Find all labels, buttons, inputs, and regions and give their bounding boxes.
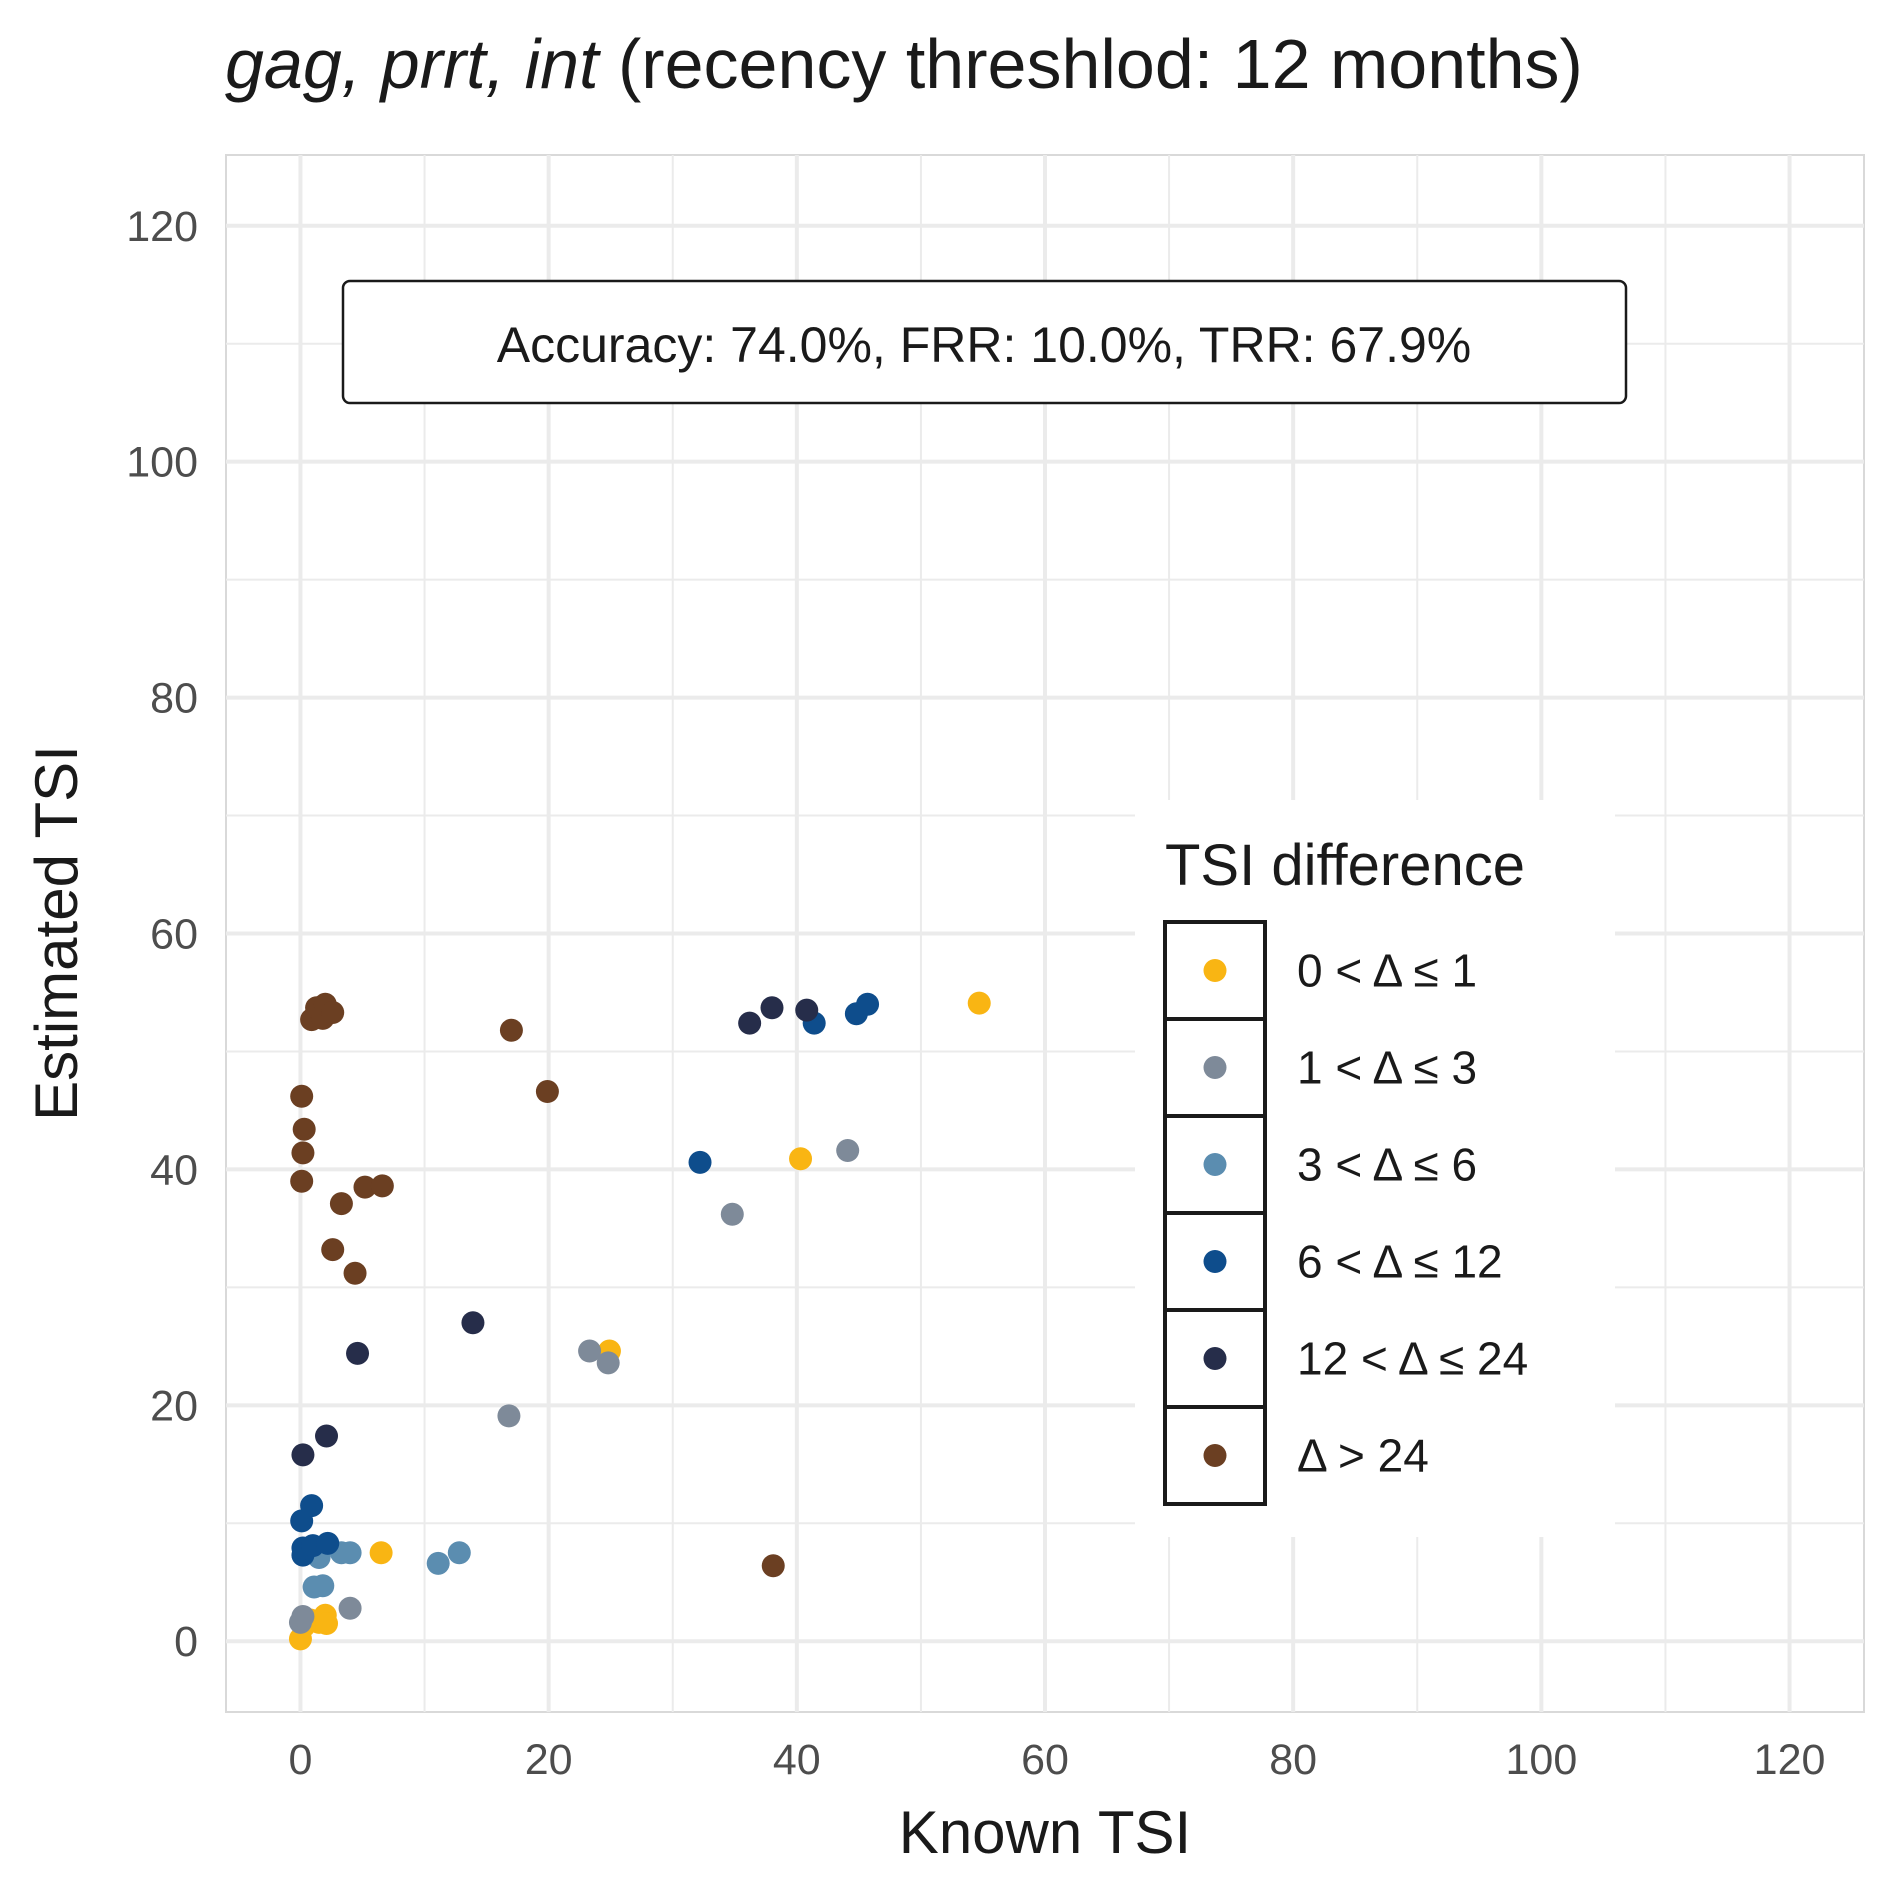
data-point <box>291 1443 315 1467</box>
data-point <box>738 1011 762 1035</box>
x-tick-label: 120 <box>1754 1736 1826 1784</box>
annotation-text: Accuracy: 74.0%, FRR: 10.0%, TRR: 67.9% <box>497 317 1471 373</box>
data-point <box>290 1169 314 1193</box>
legend-label: 3 < Δ ≤ 6 <box>1297 1139 1477 1191</box>
legend: TSI difference 0 < Δ ≤ 1 1 < Δ ≤ 3 3 < Δ ≤… <box>1135 800 1615 1537</box>
data-point <box>315 1612 339 1636</box>
data-point <box>856 992 880 1016</box>
legend-label: 1 < Δ ≤ 3 <box>1297 1042 1477 1094</box>
y-tick-label: 120 <box>126 203 198 251</box>
legend-label: 0 < Δ ≤ 1 <box>1297 945 1477 997</box>
data-point <box>447 1541 471 1565</box>
data-point <box>596 1351 620 1375</box>
data-point <box>967 991 991 1015</box>
metrics-annotation: Accuracy: 74.0%, FRR: 10.0%, TRR: 67.9% <box>341 279 1628 405</box>
data-points <box>288 991 991 1651</box>
y-tick-label: 0 <box>174 1618 198 1666</box>
data-point <box>836 1139 860 1163</box>
data-point <box>321 1001 345 1025</box>
data-point <box>535 1080 559 1104</box>
legend-items: 0 < Δ ≤ 1 1 < Δ ≤ 3 3 < Δ ≤ 6 6 < Δ ≤ 12 12 … <box>1163 920 1528 1506</box>
data-point <box>370 1174 394 1198</box>
x-tick-label: 80 <box>1269 1736 1317 1784</box>
legend-key <box>1163 1405 1267 1506</box>
legend-label: 6 < Δ ≤ 12 <box>1297 1236 1503 1288</box>
legend-marker <box>1203 959 1227 982</box>
data-point <box>795 998 819 1022</box>
y-tick-label: 40 <box>150 1146 198 1194</box>
y-tick-labels: 0 20 40 60 80 100 120 <box>126 203 198 1666</box>
data-point <box>497 1404 521 1428</box>
data-point <box>315 1424 339 1448</box>
data-point <box>761 1554 785 1578</box>
x-tick-label: 20 <box>525 1736 573 1784</box>
y-tick-label: 80 <box>150 675 198 723</box>
data-point <box>316 1531 340 1555</box>
annotation-box <box>341 279 1628 405</box>
data-point <box>688 1150 712 1174</box>
data-point <box>329 1192 353 1216</box>
x-tick-labels: 0 20 40 60 80 100 120 <box>288 1736 1825 1784</box>
data-point <box>311 1574 335 1598</box>
chart-title-rest: (recency threshlod: 12 months) <box>599 25 1583 103</box>
data-point <box>290 1084 314 1108</box>
x-tick-label: 100 <box>1505 1736 1577 1784</box>
data-point <box>291 1604 315 1628</box>
x-axis-title: Known TSI <box>899 1799 1191 1866</box>
data-point <box>346 1341 370 1365</box>
legend-marker <box>1203 1153 1227 1176</box>
data-point <box>720 1202 744 1226</box>
chart-title: gag, prrt, int (recency threshlod: 12 mo… <box>225 25 1583 103</box>
y-tick-label: 100 <box>126 439 198 487</box>
chart-title-italic: gag, prrt, int <box>225 25 601 103</box>
legend-marker <box>1203 1347 1227 1370</box>
x-tick-label: 0 <box>288 1736 312 1784</box>
x-tick-label: 60 <box>1021 1736 1069 1784</box>
legend-title: TSI difference <box>1165 833 1525 898</box>
data-point <box>338 1541 362 1565</box>
data-point <box>789 1147 813 1171</box>
data-point <box>321 1238 345 1262</box>
data-point <box>760 996 784 1020</box>
legend-marker <box>1203 1444 1227 1467</box>
data-point <box>292 1117 316 1141</box>
legend-label: 12 < Δ ≤ 24 <box>1297 1333 1528 1385</box>
data-point <box>343 1261 367 1285</box>
data-point <box>353 1175 377 1199</box>
data-point <box>369 1541 393 1565</box>
data-point <box>578 1339 602 1363</box>
y-axis-title: Estimated TSI <box>23 745 90 1121</box>
legend-label: Δ > 24 <box>1297 1430 1429 1482</box>
legend-marker <box>1203 1056 1227 1079</box>
y-tick-label: 60 <box>150 911 198 959</box>
y-tick-label: 20 <box>150 1382 198 1430</box>
data-point <box>300 1494 324 1518</box>
data-point <box>426 1551 450 1575</box>
data-point <box>461 1311 485 1335</box>
data-point <box>291 1141 315 1165</box>
x-tick-label: 40 <box>773 1736 821 1784</box>
legend-marker <box>1203 1250 1227 1273</box>
data-point <box>338 1596 362 1620</box>
data-point <box>499 1018 523 1042</box>
